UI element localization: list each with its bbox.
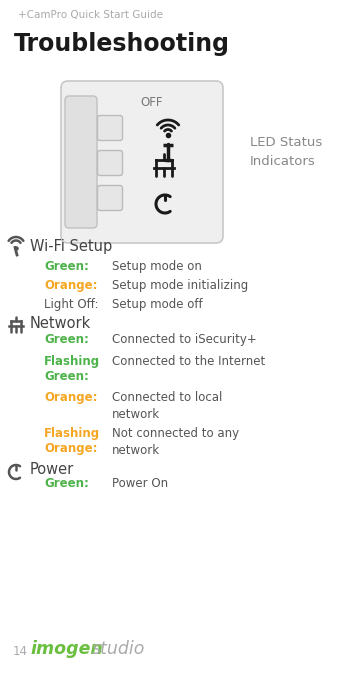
Text: Flashing
Orange:: Flashing Orange: (44, 427, 100, 455)
Text: Setup mode off: Setup mode off (112, 298, 203, 311)
FancyBboxPatch shape (65, 96, 97, 228)
Text: Power On: Power On (112, 477, 168, 490)
Text: Green:: Green: (44, 333, 89, 346)
Text: Green:: Green: (44, 477, 89, 490)
Text: Network: Network (30, 316, 91, 331)
Text: studio: studio (92, 640, 145, 658)
Text: 14: 14 (13, 645, 28, 658)
Text: Connected to iSecurity+: Connected to iSecurity+ (112, 333, 257, 346)
Text: Wi-Fi Setup: Wi-Fi Setup (30, 239, 112, 254)
Text: Green:: Green: (44, 260, 89, 273)
Text: LED Status
Indicators: LED Status Indicators (250, 136, 322, 168)
Text: imogen: imogen (30, 640, 103, 658)
FancyBboxPatch shape (98, 115, 122, 140)
Text: Setup mode initializing: Setup mode initializing (112, 279, 248, 292)
Text: Setup mode on: Setup mode on (112, 260, 202, 273)
Text: OFF: OFF (141, 96, 163, 109)
Text: Connected to the Internet: Connected to the Internet (112, 355, 265, 368)
Text: Orange:: Orange: (44, 391, 98, 404)
FancyBboxPatch shape (98, 150, 122, 175)
Text: Connected to local
network: Connected to local network (112, 391, 223, 421)
Text: Not connected to any
network: Not connected to any network (112, 427, 239, 457)
Text: Power: Power (30, 462, 74, 477)
Text: Troubleshooting: Troubleshooting (14, 32, 230, 56)
Text: Flashing
Green:: Flashing Green: (44, 355, 100, 383)
Text: Light Off:: Light Off: (44, 298, 98, 311)
FancyBboxPatch shape (98, 185, 122, 210)
Text: Orange:: Orange: (44, 279, 98, 292)
Text: +CamPro Quick Start Guide: +CamPro Quick Start Guide (18, 10, 163, 20)
FancyBboxPatch shape (61, 81, 223, 243)
